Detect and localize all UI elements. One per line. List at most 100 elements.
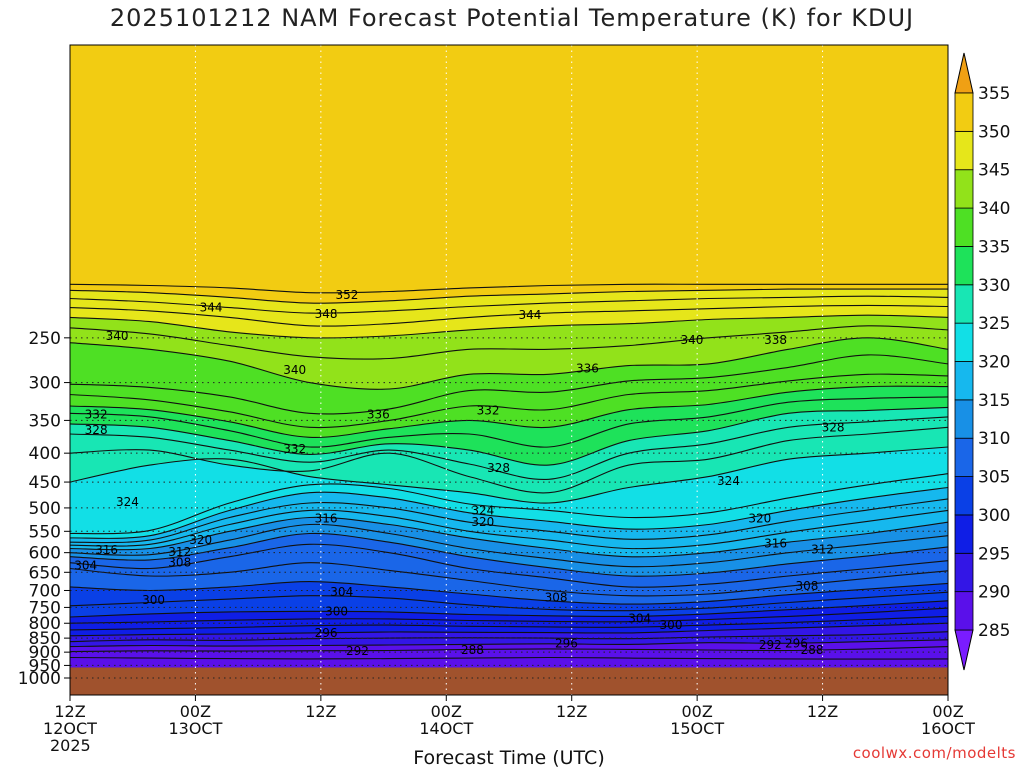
fill-band-352 [70,45,948,293]
isentrope-336 [70,373,948,429]
fill-band-338 [70,337,948,414]
credit-text: coolwx.com/modelts [852,744,1016,762]
fill-band-328 [70,407,948,480]
contour-label-312: 312 [168,545,191,559]
colorbar-top-arrow [954,52,974,94]
colorbar-swatch-290 [954,552,974,593]
isentrope-350 [70,288,948,304]
colorbar-label: 315 [978,391,1010,411]
colorbar-label: 345 [978,161,1010,181]
y-tick-label: 800 [29,614,61,634]
colorbar-swatch-310 [954,399,974,439]
isentrope-300 [70,600,948,618]
x-tick-label: 00Z [431,702,462,721]
fill-band-326 [70,416,948,493]
x-tick-label: 12Z [556,702,587,721]
colorbar-swatch-320 [954,322,974,362]
contour-label-336: 336 [576,361,599,375]
contour-label-288: 288 [801,643,824,657]
isentrope-294 [70,622,948,637]
colorbar-label: 300 [978,506,1010,526]
fill-band-322 [70,447,948,534]
contour-label-344: 344 [518,308,541,322]
contour-label-316: 316 [95,543,118,557]
fill-band-312 [70,517,948,567]
x-tick-label: 00Z [932,702,963,721]
x-tick-label: 12Z [54,702,85,721]
fill-band-332 [70,386,948,448]
colorbar-swatch-350 [954,92,974,132]
contour-label-308: 308 [795,579,818,593]
isentrope-288 [70,646,948,653]
isentrope-contours [70,283,948,660]
isentrope-328 [70,416,948,480]
isentrope-324 [70,446,948,504]
fill-band-320 [70,473,948,539]
isentrope-338 [70,354,948,415]
fill-band-340 [70,325,948,390]
isentrope-352 [70,283,948,294]
fill-band-316 [70,498,948,549]
isentrope-334 [70,385,948,438]
fill-band-294 [70,616,948,636]
y-tick-label: 550 [29,522,61,542]
fill-band-302 [70,581,948,611]
colorbar-label: 290 [978,583,1010,603]
contour-label-324: 324 [116,495,139,509]
isentrope-296 [70,615,948,631]
x-axis-label: Forecast Time (UTC) [413,747,604,768]
y-tick-label: 750 [29,598,61,618]
isentrope-310 [70,532,948,577]
colorbar-swatch-295 [954,514,974,554]
contour-label-292: 292 [346,644,369,658]
contour-label-296: 296 [785,636,808,650]
fill-band-310 [70,524,948,577]
contour-label-300: 300 [660,618,683,632]
fill-band-304 [70,562,948,605]
fill-band-300 [70,592,948,617]
colorbar-label: 310 [978,429,1010,449]
y-tick-label: 1000 [18,669,61,689]
theta-color-fill [70,45,948,695]
fill-band-318 [70,487,948,543]
y-tick-label: 250 [29,329,61,349]
contour-label-320: 320 [471,515,494,529]
y-tick-label: 600 [29,544,61,564]
contour-label-296: 296 [315,626,338,640]
contour-label-332: 332 [283,442,306,456]
y-axis: 2503003504004505005506006507007508008509… [18,329,70,689]
isentrope-290 [70,639,948,648]
colorbar-label: 325 [978,314,1010,334]
x-tick-label: 16OCT [921,719,975,738]
fill-band-348 [70,289,948,314]
contour-label-312: 312 [811,542,834,556]
fill-band-290 [70,631,948,647]
x-tick-label: 15OCT [670,719,724,738]
fill-band-334 [70,374,948,438]
contour-label-292: 292 [759,638,782,652]
x-tick-label: 2025 [50,736,91,755]
contour-label-344: 344 [200,301,223,315]
contour-label-300: 300 [325,604,348,618]
isentrope-318 [70,498,948,544]
colorbar-swatch-285 [954,591,974,631]
x-tick-label: 12Z [807,702,838,721]
x-tick-label: 14OCT [419,719,473,738]
x-tick-label: 00Z [681,702,712,721]
isentrope-286 [70,656,948,660]
fill-band-350 [70,284,948,304]
plot-grid [69,45,949,695]
colorbar-bottom-arrow [954,629,974,671]
isentrope-340 [70,337,948,390]
contour-label-348: 348 [315,307,338,321]
y-tick-label: 850 [29,629,61,649]
colorbar: 285 290 295 300 305 310 315 320 325 330 335 340 345 3… [954,52,1010,671]
contour-label-296: 296 [555,636,578,650]
surface-ground [70,667,948,695]
colorbar-swatch-345 [954,130,974,171]
contour-label-320: 320 [748,511,771,525]
x-tick-label: 00Z [180,702,211,721]
fill-band-342 [70,315,948,360]
colorbar-label: 295 [978,544,1010,564]
